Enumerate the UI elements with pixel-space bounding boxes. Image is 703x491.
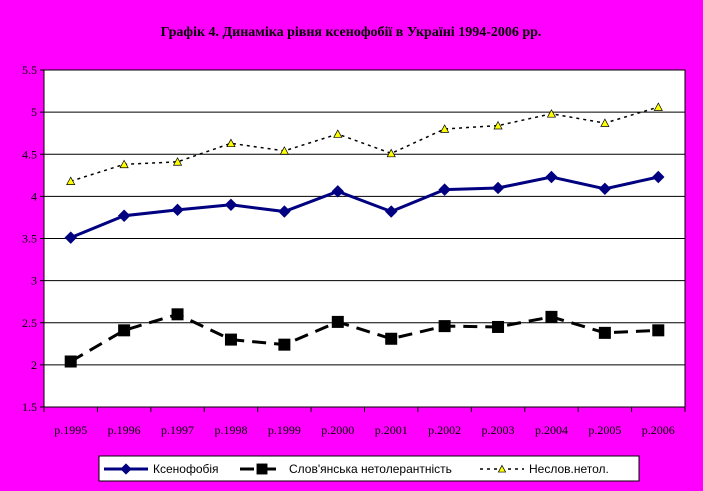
- point-square: [545, 310, 558, 323]
- point-square: [171, 308, 184, 321]
- y-tick-label: 2: [31, 358, 37, 372]
- point-diamond: [224, 198, 238, 212]
- x-tick-label: р.1999: [268, 423, 301, 437]
- x-axis-ticks: р.1995 р.1996 р.1997 р.1998 р.1999 р.2000 р.20…: [43, 407, 686, 437]
- x-tick-label: р.2004: [535, 423, 568, 437]
- series-1: [64, 308, 665, 368]
- x-tick-label: р.2003: [482, 423, 515, 437]
- point-diamond: [598, 182, 612, 195]
- y-tick-label: 2.5: [22, 316, 37, 330]
- point-triangle: [333, 129, 343, 138]
- point-square: [438, 320, 451, 333]
- y-tick-label: 4.5: [22, 147, 37, 161]
- point-square: [652, 324, 665, 337]
- point-triangle: [279, 146, 289, 155]
- x-tick-label: р.1998: [214, 423, 247, 437]
- y-tick-label: 3.5: [22, 232, 37, 246]
- point-square: [256, 463, 268, 475]
- point-square: [598, 326, 611, 339]
- y-tick-label: 5: [31, 105, 37, 119]
- y-tick-label: 1.5: [22, 400, 37, 414]
- series-2: [66, 102, 663, 185]
- x-tick-label: р.1997: [161, 423, 194, 437]
- y-axis-ticks: 1.5 2 2.5 3 3.5 4 4.5 5 5.5: [22, 63, 44, 414]
- point-triangle: [66, 176, 76, 185]
- point-diamond: [545, 170, 558, 184]
- point-square: [118, 324, 131, 337]
- point-diamond: [331, 185, 344, 198]
- point-triangle: [172, 157, 183, 166]
- point-triangle: [497, 464, 507, 473]
- point-triangle: [386, 148, 396, 158]
- point-triangle: [653, 102, 663, 111]
- x-tick-label: р.2005: [588, 423, 621, 437]
- x-tick-label: р.2002: [428, 423, 461, 437]
- point-triangle: [493, 120, 503, 130]
- x-tick-label: р.1995: [54, 423, 87, 437]
- y-tick-label: 4: [31, 189, 37, 203]
- point-diamond: [385, 205, 398, 218]
- series-line: [69, 312, 659, 363]
- legend-label: Слов'янська нетолерантність: [289, 462, 452, 476]
- x-tick-label: р.2000: [321, 423, 354, 437]
- x-tick-label: р.2006: [642, 423, 675, 437]
- point-diamond: [64, 231, 77, 244]
- chart-title: Графік 4. Динаміка рівня ксенофобії в Ук…: [161, 25, 542, 40]
- point-triangle: [119, 159, 129, 169]
- series-line: [70, 175, 659, 240]
- point-diamond: [438, 183, 451, 196]
- series-layer: [64, 102, 665, 368]
- point-triangle: [600, 118, 610, 127]
- point-diamond: [278, 205, 291, 218]
- point-triangle: [546, 109, 557, 118]
- point-diamond: [652, 170, 665, 184]
- point-square: [385, 332, 398, 345]
- point-diamond: [491, 181, 505, 195]
- series-line: [70, 106, 659, 182]
- legend-label: Неслов.нетол.: [529, 462, 609, 476]
- point-diamond: [120, 463, 132, 475]
- legend-box: [98, 455, 640, 482]
- point-square: [64, 355, 77, 368]
- y-tick-label: 5.5: [22, 63, 37, 77]
- legend: Ксенофобія Слов'янська нетолерантність Нес…: [98, 455, 640, 482]
- point-square: [278, 338, 291, 351]
- legend-label: Ксенофобія: [153, 462, 219, 476]
- point-square: [331, 315, 344, 328]
- point-triangle: [226, 138, 236, 148]
- y-tick-label: 3: [31, 274, 37, 288]
- x-tick-label: р.1996: [108, 423, 141, 437]
- series-0: [64, 170, 665, 244]
- point-square: [224, 333, 237, 346]
- point-square: [492, 320, 505, 333]
- x-tick-label: р.2001: [375, 423, 408, 437]
- point-diamond: [117, 209, 131, 222]
- point-triangle: [440, 124, 450, 133]
- point-diamond: [171, 203, 184, 217]
